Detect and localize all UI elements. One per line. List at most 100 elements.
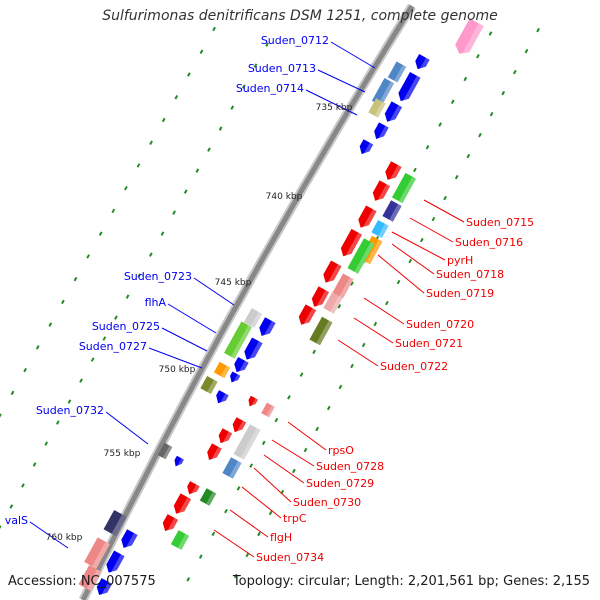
label-leader-lines: [29, 41, 465, 558]
gene-arrow: [259, 317, 276, 336]
gene-shine: [263, 320, 276, 339]
tick-dot: [160, 231, 165, 236]
tick-dot: [536, 27, 540, 33]
tick-dot: [0, 413, 2, 418]
tick-dot: [174, 94, 179, 100]
gene-feature: [259, 317, 276, 339]
gene-feature: [248, 395, 258, 409]
tick-dot: [233, 573, 238, 579]
gene-block: [371, 77, 395, 107]
gene-block: [200, 375, 218, 395]
accession-text: Accession: NC_007575: [8, 574, 156, 589]
gene-block: [103, 509, 127, 537]
tick-dot: [337, 304, 342, 309]
gene-arrow: [311, 286, 330, 307]
tick-label: 740 kbp: [266, 192, 303, 202]
gene-arrow: [384, 101, 403, 122]
gene-label-negative: Suden_0720: [406, 318, 474, 331]
gene-labels: Suden_0712 Suden_0713 Suden_0714 Suden_0723…: [5, 34, 534, 564]
leader-line: [193, 277, 235, 306]
gene-shine: [250, 311, 263, 328]
gene-block: [368, 98, 386, 118]
leader-line: [363, 297, 405, 325]
gene-feature: [358, 205, 377, 231]
gene-arrow: [374, 122, 389, 139]
gene-block: [213, 361, 231, 379]
tick-dot: [466, 153, 471, 159]
leader-line: [271, 439, 315, 467]
gene-feature: [347, 238, 375, 274]
tick-dot: [23, 367, 27, 373]
gene-shine: [402, 75, 421, 105]
gene-block: [309, 316, 333, 346]
leader-line: [423, 199, 465, 223]
tick-dot: [268, 510, 273, 516]
gene-shine: [236, 420, 247, 435]
leader-line: [105, 411, 149, 445]
tick-dot: [361, 342, 366, 348]
gene-arrow: [174, 455, 184, 467]
gene-arrow: [398, 71, 421, 102]
gene-feature: [368, 98, 386, 118]
gene-label-positive: flhA: [145, 296, 167, 309]
gene-shine: [110, 554, 125, 576]
tick-dot: [463, 76, 468, 82]
tick-dot: [195, 168, 200, 173]
tick-dot: [338, 384, 343, 390]
gene-shine: [240, 428, 261, 460]
gene-label-positive: Suden_0723: [124, 270, 192, 283]
gene-shine: [316, 320, 333, 346]
gene-feature: [323, 292, 343, 314]
gene-feature: [207, 443, 222, 463]
tick-dot: [350, 363, 354, 369]
gene-block: [371, 219, 389, 239]
gene-arrow: [121, 529, 138, 548]
leader-line: [391, 243, 435, 275]
leader-line: [409, 217, 454, 243]
tick-dot: [9, 504, 14, 509]
gene-shine: [190, 484, 200, 497]
tick-dot: [303, 447, 308, 453]
gene-feature: [230, 371, 241, 385]
tick-dot: [524, 48, 529, 54]
gene-shine: [354, 242, 375, 274]
gene-shine: [266, 405, 275, 418]
gene-block: [382, 200, 402, 222]
gene-shine: [250, 398, 258, 409]
gene-shine: [378, 81, 395, 107]
gene-block: [347, 238, 375, 274]
gene-label-negative: Suden_0718: [436, 268, 504, 281]
gene-shine: [419, 57, 430, 73]
gene-label-positive: Suden_0712: [261, 34, 329, 47]
tick-dot: [125, 294, 130, 299]
leader-line: [337, 339, 379, 367]
gene-shine: [248, 341, 263, 363]
gene-block: [391, 172, 417, 204]
gene-arrow: [207, 443, 222, 460]
tick-dot: [265, 42, 269, 47]
gene-feature: [162, 514, 179, 534]
tick-dot: [443, 195, 447, 201]
gene-shine: [374, 101, 386, 118]
gene-feature: [173, 493, 192, 517]
gene-shine: [389, 203, 402, 222]
gene-feature: [323, 260, 342, 286]
leader-line: [161, 327, 208, 352]
gene-shine: [166, 517, 179, 534]
gene-label-negative: pyrH: [447, 254, 473, 267]
gene-label-positive: Suden_0732: [36, 404, 104, 417]
gene-arrow: [218, 428, 233, 444]
leader-line: [167, 303, 217, 334]
tick-dot: [35, 345, 40, 350]
gene-feature: [385, 161, 402, 183]
gene-feature: [311, 286, 330, 310]
leader-line: [241, 486, 282, 519]
gene-shine: [344, 232, 363, 260]
gene-shine: [162, 445, 173, 460]
tick-dot: [315, 426, 320, 432]
gene-label-negative: Suden_0734: [256, 551, 324, 564]
gene-label-negative: Suden_0728: [316, 460, 384, 473]
gene-shine: [377, 125, 389, 142]
gene-feature: [103, 509, 127, 537]
gene-feature: [216, 390, 229, 406]
